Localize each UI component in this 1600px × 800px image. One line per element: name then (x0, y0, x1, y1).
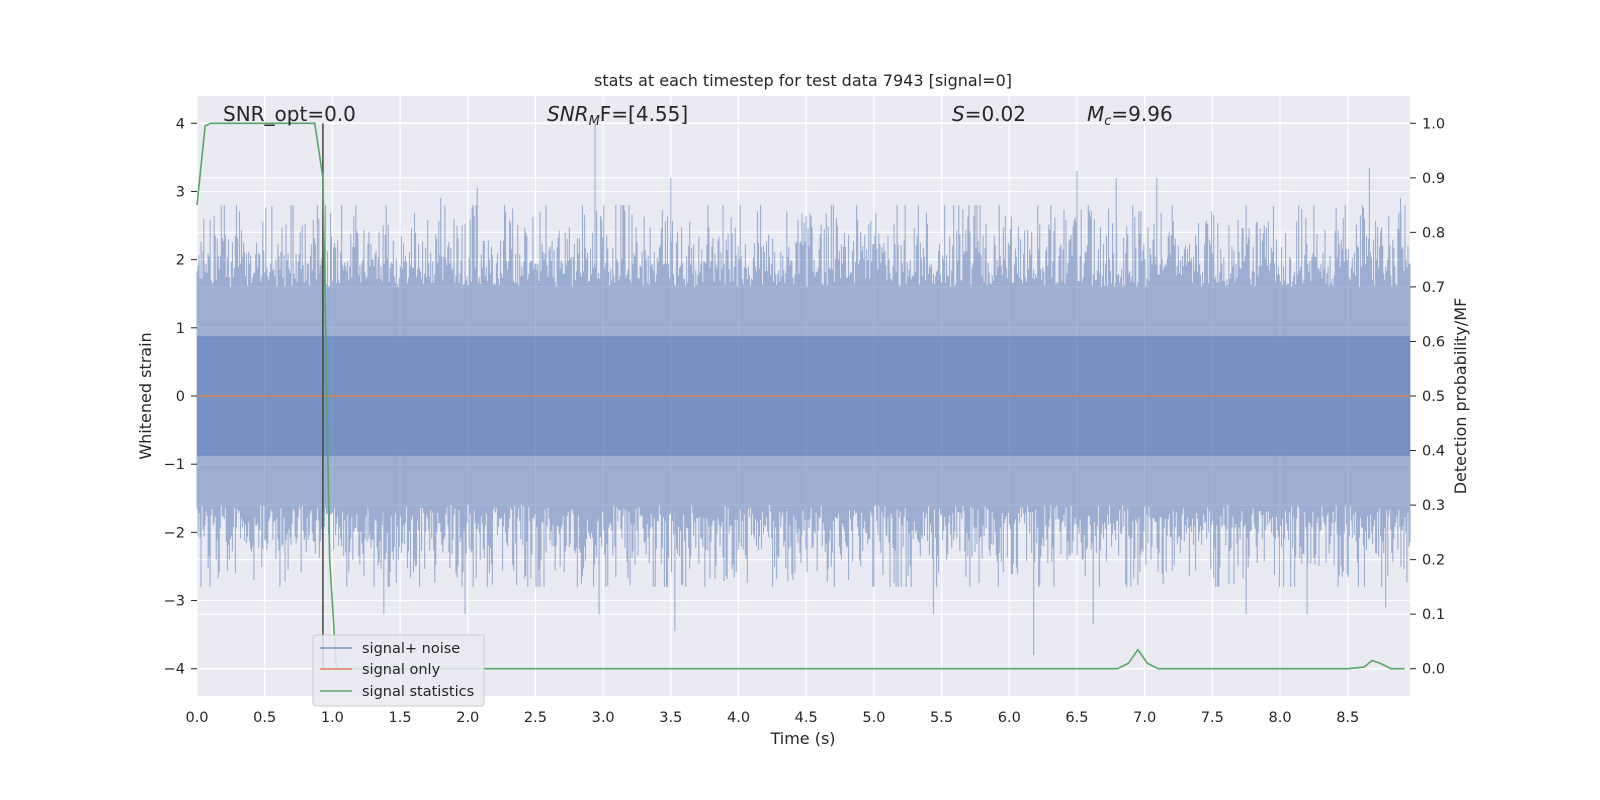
legend-label-signal-noise: signal+ noise (362, 641, 460, 657)
annotation-snr-mf-sub: M (589, 114, 600, 129)
x-tick-label: 2.5 (524, 710, 547, 726)
y-tick-label-right: 0.7 (1422, 280, 1445, 296)
x-tick-label: 4.5 (795, 710, 818, 726)
y-tick-label-left: −2 (164, 525, 185, 541)
signal-statistics-line (196, 122, 1405, 670)
y-tick-label-right: 1.0 (1422, 116, 1445, 132)
y-tick-label-left: −3 (164, 594, 185, 610)
y-tick-label-left: 2 (176, 253, 185, 269)
y-tick-label-left: 1 (176, 321, 185, 337)
y-tick-label-right: 0.3 (1422, 498, 1445, 514)
x-tick-label: 1.0 (321, 710, 344, 726)
y-tick-label-right: 0.1 (1422, 607, 1445, 623)
chart-title: stats at each timestep for test data 794… (594, 71, 1012, 90)
axis-ticks: 0.0 0.5 1.0 1.5 2.0 2.5 3.0 3.5 4.0 4.5 5.0 5.5 6.0 6… (164, 116, 1445, 726)
annotation-snr-mf-tail: F=[4.55] (600, 102, 688, 126)
y-tick-label-right: 0.6 (1422, 334, 1445, 350)
x-tick-label: 6.0 (998, 710, 1021, 726)
y-tick-label-right: 0.0 (1422, 662, 1445, 678)
annotation-mc-main: M (1087, 102, 1104, 126)
y-tick-label-right: 0.8 (1422, 225, 1445, 241)
annotation-snr-mf: SNRMF=[4.55] (547, 102, 688, 129)
signal-noise-trace (196, 123, 1411, 656)
legend-label-signal-statistics: signal statistics (362, 684, 474, 700)
x-tick-label: 1.5 (389, 710, 412, 726)
x-tick-label: 0.5 (253, 710, 276, 726)
annotation-s-main: S (952, 102, 965, 126)
x-tick-label: 5.5 (930, 710, 953, 726)
legend-label-signal-only: signal only (362, 662, 441, 678)
x-tick-label: 5.0 (862, 710, 885, 726)
x-tick-label: 4.0 (727, 710, 750, 726)
x-tick-label: 7.5 (1201, 710, 1224, 726)
y-tick-label-left: −4 (164, 662, 185, 678)
annotations: SNR_opt=0.0 SNRMF=[4.55] S=0.02 Mc=9.96 (223, 102, 1173, 129)
x-tick-label: 0.0 (185, 710, 208, 726)
x-tick-label: 8.0 (1269, 710, 1292, 726)
annotation-mc-sub: c (1104, 114, 1111, 129)
y-tick-label-right: 0.5 (1422, 389, 1445, 405)
annotation-snr-opt: SNR_opt=0.0 (223, 102, 356, 126)
annotation-s-tail: =0.02 (965, 102, 1026, 126)
annotation-mc-tail: =9.96 (1111, 102, 1172, 126)
y-axis-label-left: Whitened strain (136, 332, 155, 459)
y-tick-label-left: 3 (176, 184, 185, 200)
y-tick-label-right: 0.9 (1422, 171, 1445, 187)
y-tick-label-right: 0.4 (1422, 444, 1445, 460)
y-tick-label-left: 0 (176, 389, 185, 405)
x-tick-label: 8.5 (1336, 710, 1359, 726)
x-tick-label: 7.0 (1133, 710, 1156, 726)
x-axis-label: Time (s) (769, 729, 835, 748)
x-tick-label: 6.5 (1065, 710, 1088, 726)
annotation-snr-mf-main: SNR (547, 102, 589, 126)
y-tick-label-left: 4 (176, 116, 185, 132)
y-tick-label-right: 0.2 (1422, 553, 1445, 569)
series-lines (196, 122, 1410, 670)
legend: signal+ noise signal only signal statist… (312, 634, 485, 707)
annotation-s: S=0.02 (952, 102, 1026, 126)
y-tick-label-left: −1 (164, 457, 185, 473)
x-tick-label: 2.0 (456, 710, 479, 726)
y-axis-label-right: Detection probability/MF (1451, 298, 1470, 495)
x-tick-label: 3.0 (592, 710, 615, 726)
annotation-mc: Mc=9.96 (1087, 102, 1173, 129)
legend-box (312, 634, 485, 707)
x-tick-label: 3.5 (659, 710, 682, 726)
